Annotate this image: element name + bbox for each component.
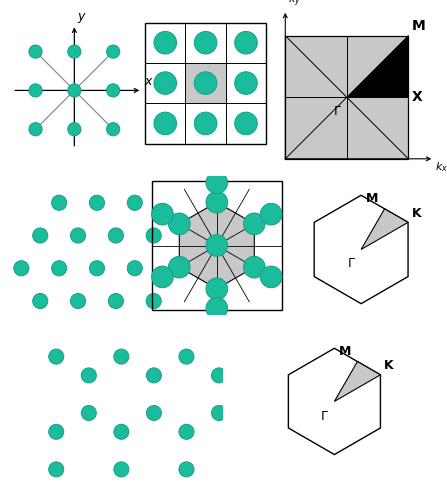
Circle shape bbox=[244, 213, 265, 235]
Text: x: x bbox=[144, 75, 152, 88]
Circle shape bbox=[206, 191, 228, 213]
Polygon shape bbox=[361, 209, 408, 249]
Circle shape bbox=[194, 31, 217, 54]
Circle shape bbox=[127, 195, 142, 210]
Circle shape bbox=[81, 405, 96, 421]
Circle shape bbox=[51, 195, 67, 210]
Circle shape bbox=[211, 368, 227, 383]
Circle shape bbox=[89, 261, 105, 276]
Circle shape bbox=[235, 112, 257, 135]
Text: $k_y$: $k_y$ bbox=[288, 0, 301, 8]
Circle shape bbox=[49, 349, 64, 364]
Circle shape bbox=[146, 368, 161, 383]
Circle shape bbox=[71, 228, 86, 243]
Circle shape bbox=[89, 195, 105, 210]
Polygon shape bbox=[334, 362, 380, 401]
Circle shape bbox=[14, 261, 29, 276]
Circle shape bbox=[260, 266, 282, 288]
Circle shape bbox=[235, 72, 257, 94]
Circle shape bbox=[49, 462, 64, 477]
Circle shape bbox=[194, 72, 217, 94]
Circle shape bbox=[68, 123, 81, 136]
Text: $\Gamma$: $\Gamma$ bbox=[320, 411, 329, 424]
Circle shape bbox=[152, 266, 173, 288]
Circle shape bbox=[179, 424, 194, 439]
Circle shape bbox=[81, 368, 96, 383]
Circle shape bbox=[106, 84, 120, 97]
Circle shape bbox=[206, 172, 228, 193]
Circle shape bbox=[194, 112, 217, 135]
Circle shape bbox=[146, 294, 161, 309]
Circle shape bbox=[29, 84, 42, 97]
Circle shape bbox=[106, 45, 120, 58]
Circle shape bbox=[127, 261, 142, 276]
Circle shape bbox=[206, 298, 228, 319]
Circle shape bbox=[235, 31, 257, 54]
Circle shape bbox=[146, 405, 161, 421]
Circle shape bbox=[71, 294, 86, 309]
Text: M: M bbox=[411, 19, 425, 33]
Circle shape bbox=[108, 228, 123, 243]
Polygon shape bbox=[314, 195, 408, 304]
Text: K: K bbox=[412, 207, 422, 220]
Circle shape bbox=[33, 228, 48, 243]
Polygon shape bbox=[179, 202, 254, 289]
Text: K: K bbox=[384, 359, 394, 372]
Circle shape bbox=[49, 424, 64, 439]
Circle shape bbox=[68, 45, 81, 58]
Circle shape bbox=[154, 31, 177, 54]
Text: X: X bbox=[411, 90, 422, 104]
Circle shape bbox=[114, 424, 129, 439]
Circle shape bbox=[108, 294, 123, 309]
Circle shape bbox=[146, 228, 161, 243]
Circle shape bbox=[51, 261, 67, 276]
Text: M: M bbox=[366, 192, 378, 205]
Bar bbox=[285, 36, 409, 159]
Circle shape bbox=[211, 405, 227, 421]
Circle shape bbox=[106, 123, 120, 136]
Circle shape bbox=[206, 235, 228, 256]
Circle shape bbox=[179, 462, 194, 477]
Text: M: M bbox=[339, 345, 351, 358]
Circle shape bbox=[154, 72, 177, 94]
Circle shape bbox=[206, 278, 228, 300]
Circle shape bbox=[244, 256, 265, 278]
Circle shape bbox=[179, 349, 194, 364]
Circle shape bbox=[29, 45, 42, 58]
Circle shape bbox=[29, 123, 42, 136]
Text: $\Gamma$: $\Gamma$ bbox=[333, 105, 342, 118]
Bar bbox=[186, 63, 226, 103]
Circle shape bbox=[114, 349, 129, 364]
Text: $\Gamma$: $\Gamma$ bbox=[347, 256, 356, 269]
Circle shape bbox=[152, 203, 173, 225]
Polygon shape bbox=[288, 348, 380, 454]
Circle shape bbox=[260, 203, 282, 225]
Circle shape bbox=[114, 462, 129, 477]
Circle shape bbox=[33, 294, 48, 309]
Circle shape bbox=[169, 256, 190, 278]
Circle shape bbox=[154, 112, 177, 135]
Polygon shape bbox=[347, 36, 409, 97]
Circle shape bbox=[169, 213, 190, 235]
Text: $k_x$: $k_x$ bbox=[435, 160, 447, 174]
Circle shape bbox=[68, 84, 81, 97]
Text: y: y bbox=[77, 10, 84, 23]
